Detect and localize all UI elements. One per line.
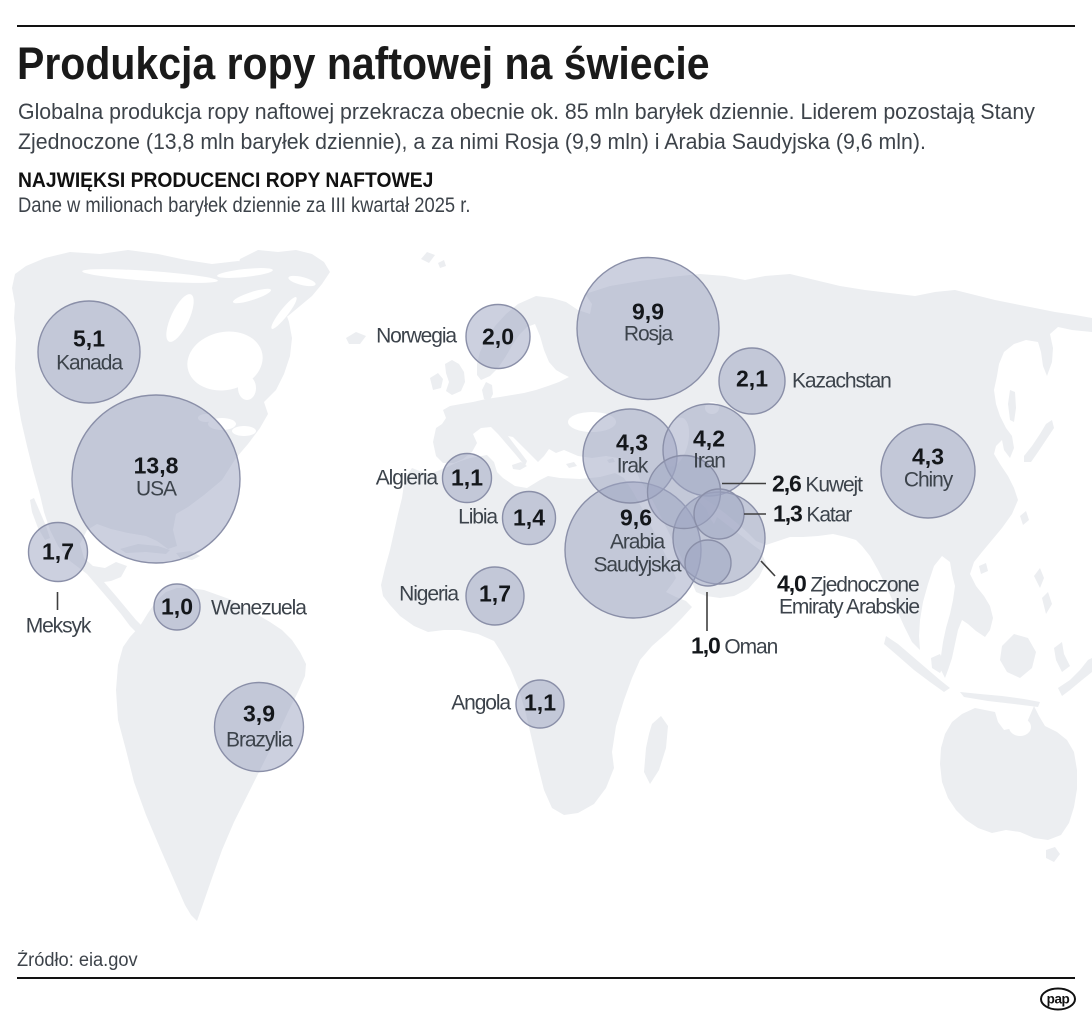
svg-text:pap: pap — [1047, 992, 1070, 1007]
